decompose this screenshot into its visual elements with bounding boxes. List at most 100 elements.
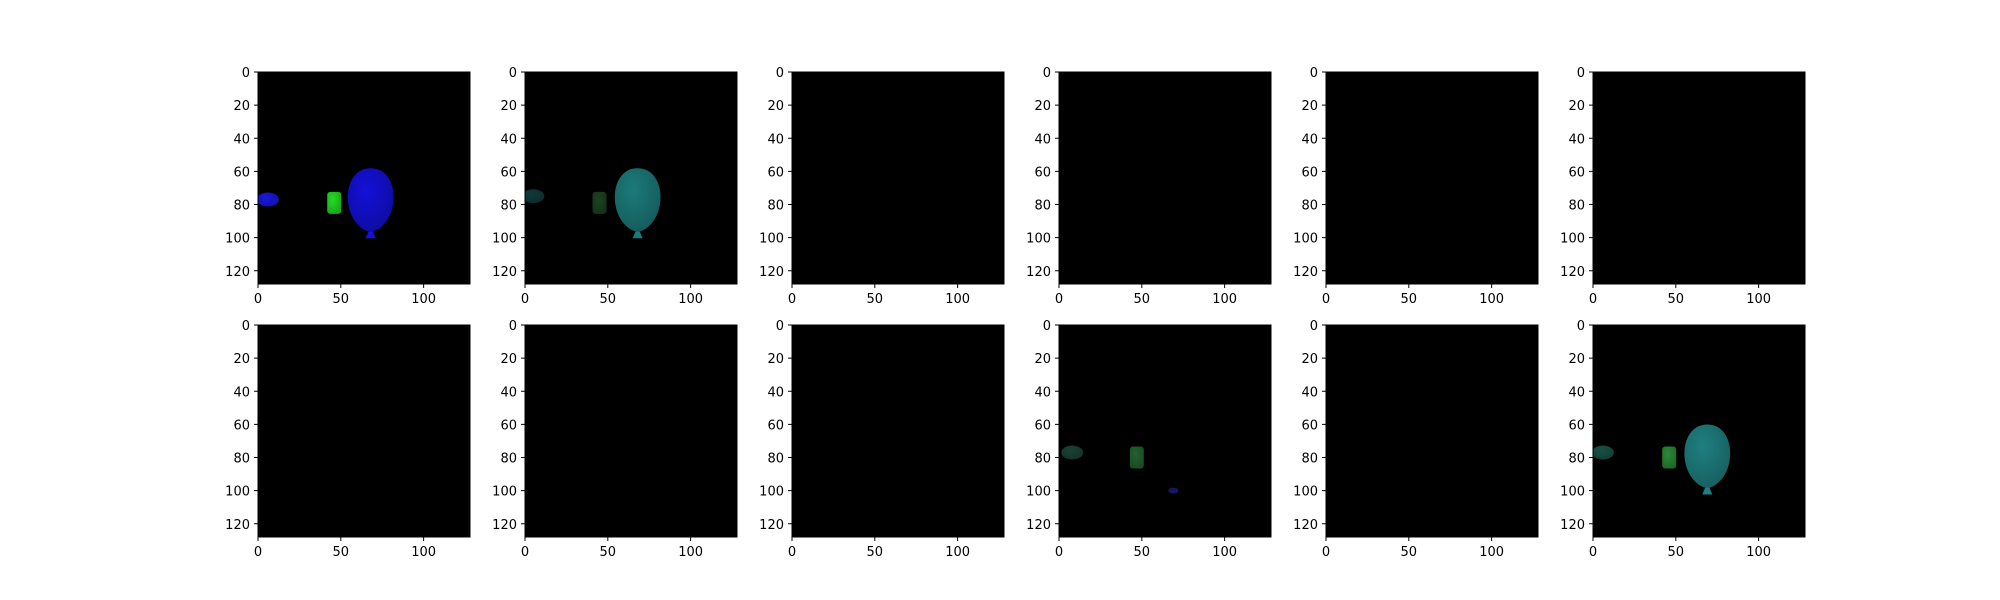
y-tick-label: 100 bbox=[1026, 485, 1051, 500]
y-tick-label: 80 bbox=[1301, 199, 1318, 214]
x-tick-label: 100 bbox=[678, 545, 703, 560]
y-tick-label: 40 bbox=[1034, 385, 1051, 400]
x-tick-label: 0 bbox=[254, 292, 262, 307]
x-tick-label: 0 bbox=[521, 292, 529, 307]
y-tick-label: 120 bbox=[492, 265, 517, 280]
axes-frame bbox=[791, 324, 1005, 538]
y-tick-label: 120 bbox=[1293, 265, 1318, 280]
box-shape bbox=[1129, 446, 1144, 469]
y-tick-label: 20 bbox=[500, 352, 517, 367]
y-tick-label: 100 bbox=[1026, 232, 1051, 247]
y-tick-label: 60 bbox=[1034, 165, 1051, 180]
small-balloon-shape bbox=[525, 189, 545, 204]
y-tick-label: 60 bbox=[1568, 418, 1585, 433]
subplot-panel-1: 0 20 40 60 80 100 120 0 50 100 bbox=[225, 66, 471, 307]
y-tick-label: 0 bbox=[509, 66, 517, 81]
y-tick-label: 0 bbox=[1577, 66, 1585, 81]
x-tick-label: 100 bbox=[945, 292, 970, 307]
x-tick-label: 50 bbox=[1401, 545, 1418, 560]
axes-frame bbox=[1058, 71, 1272, 285]
y-tick-label: 120 bbox=[759, 518, 784, 533]
subplot-panel-6: 0 20 40 60 80 100 120 0 50 100 bbox=[1560, 66, 1806, 307]
x-tick-label: 0 bbox=[788, 292, 796, 307]
x-tick-label: 100 bbox=[1212, 545, 1237, 560]
x-tick-label: 0 bbox=[254, 545, 262, 560]
y-tick-label: 100 bbox=[1293, 485, 1318, 500]
x-tick-label: 100 bbox=[1746, 545, 1771, 560]
y-tick-label: 120 bbox=[492, 518, 517, 533]
y-tick-label: 40 bbox=[767, 385, 784, 400]
y-tick-label: 40 bbox=[500, 132, 517, 147]
y-tick-label: 60 bbox=[233, 165, 250, 180]
axes-frame bbox=[524, 324, 738, 538]
box-shape bbox=[1662, 446, 1677, 469]
image-area bbox=[258, 325, 470, 537]
y-tick-label: 60 bbox=[1568, 165, 1585, 180]
balloon-basket bbox=[1702, 487, 1713, 495]
image-area bbox=[792, 72, 1004, 284]
y-tick-label: 40 bbox=[1568, 132, 1585, 147]
y-tick-label: 60 bbox=[1034, 418, 1051, 433]
axes-frame bbox=[1592, 71, 1806, 285]
image-area bbox=[525, 325, 737, 537]
balloon-basket bbox=[632, 231, 643, 239]
small-balloon-shape bbox=[258, 192, 279, 207]
y-tick-label: 120 bbox=[1293, 518, 1318, 533]
y-tick-label: 0 bbox=[242, 66, 250, 81]
balloon-shape bbox=[347, 168, 394, 232]
y-tick-label: 80 bbox=[1568, 199, 1585, 214]
y-tick-label: 100 bbox=[1293, 232, 1318, 247]
subplot-panel-11: 0 20 40 60 80 100 120 0 50 100 bbox=[1293, 319, 1539, 560]
y-tick-label: 80 bbox=[767, 199, 784, 214]
axes-frame bbox=[791, 71, 1005, 285]
x-tick-label: 50 bbox=[1134, 545, 1151, 560]
y-tick-label: 0 bbox=[1310, 319, 1318, 334]
y-tick-label: 20 bbox=[233, 352, 250, 367]
y-tick-label: 120 bbox=[1560, 265, 1585, 280]
x-tick-label: 0 bbox=[1322, 545, 1330, 560]
y-tick-label: 0 bbox=[242, 319, 250, 334]
image-content bbox=[1061, 445, 1179, 494]
x-tick-label: 50 bbox=[1401, 292, 1418, 307]
x-tick-label: 100 bbox=[411, 292, 436, 307]
y-tick-label: 100 bbox=[492, 485, 517, 500]
y-tick-label: 60 bbox=[500, 418, 517, 433]
y-tick-label: 40 bbox=[1568, 385, 1585, 400]
y-tick-label: 80 bbox=[233, 199, 250, 214]
y-tick-label: 0 bbox=[776, 319, 784, 334]
axes-frame bbox=[1325, 324, 1539, 538]
y-tick-label: 60 bbox=[233, 418, 250, 433]
small-balloon-shape bbox=[1593, 445, 1614, 460]
y-tick-label: 0 bbox=[509, 319, 517, 334]
y-tick-label: 120 bbox=[1026, 518, 1051, 533]
y-tick-label: 40 bbox=[233, 385, 250, 400]
subplot-panel-7: 0 20 40 60 80 100 120 0 50 100 bbox=[225, 319, 471, 560]
x-tick-label: 100 bbox=[945, 545, 970, 560]
x-tick-label: 0 bbox=[1589, 545, 1597, 560]
subplot-panel-10: 0 20 40 60 80 100 120 0 50 100 bbox=[1026, 319, 1272, 560]
x-tick-label: 100 bbox=[411, 545, 436, 560]
axes-frame bbox=[1325, 71, 1539, 285]
x-tick-label: 0 bbox=[1322, 292, 1330, 307]
y-tick-label: 40 bbox=[1034, 132, 1051, 147]
x-tick-label: 100 bbox=[1746, 292, 1771, 307]
x-tick-label: 50 bbox=[600, 545, 617, 560]
y-tick-label: 20 bbox=[1301, 352, 1318, 367]
y-tick-label: 60 bbox=[1301, 418, 1318, 433]
y-tick-label: 20 bbox=[1568, 99, 1585, 114]
subplot-panel-8: 0 20 40 60 80 100 120 0 50 100 bbox=[492, 319, 738, 560]
y-tick-label: 0 bbox=[1577, 319, 1585, 334]
balloon-shape bbox=[1684, 424, 1731, 488]
image-content bbox=[258, 168, 394, 239]
x-tick-label: 0 bbox=[521, 545, 529, 560]
y-tick-label: 40 bbox=[1301, 385, 1318, 400]
y-tick-label: 100 bbox=[225, 232, 250, 247]
y-tick-label: 80 bbox=[233, 452, 250, 467]
y-tick-label: 80 bbox=[500, 452, 517, 467]
y-tick-label: 120 bbox=[225, 518, 250, 533]
y-tick-label: 20 bbox=[767, 99, 784, 114]
subplot-panel-12: 0 20 40 60 80 100 120 0 50 100 bbox=[1560, 319, 1806, 560]
subplot-panel-3: 0 20 40 60 80 100 120 0 50 100 bbox=[759, 66, 1005, 307]
y-tick-label: 100 bbox=[1560, 232, 1585, 247]
